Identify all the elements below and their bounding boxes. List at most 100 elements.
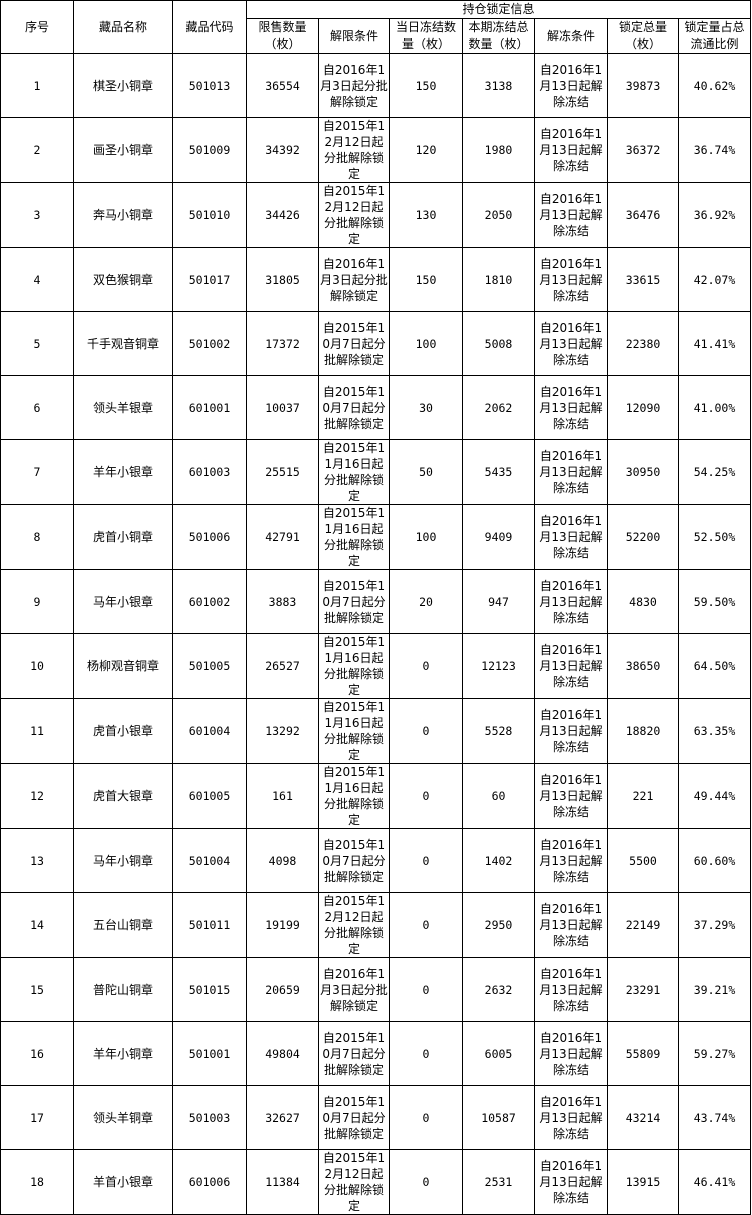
table-row: 9 马年小银章 601002 3883 自2015年10月7日起分批解除锁定 20 947 自… [0,569,752,634]
table-row: 1 棋圣小铜章 501013 36554 自2016年1月3日起分批解除锁定 150 313… [0,53,752,118]
cell-release-condition: 自2015年11月16日起分批解除锁定 [318,504,390,570]
cell-index: 7 [0,439,74,505]
cell-restricted-qty: 11384 [246,1149,319,1215]
cell-release-condition: 自2015年12月12日起分批解除锁定 [318,892,390,958]
cell-locked-total: 43214 [607,1085,679,1150]
cell-locked-ratio: 52.50% [677,504,752,570]
cell-index: 9 [0,569,74,634]
cell-daily-frozen: 0 [389,633,463,699]
header-locked-ratio: 锁定量占总流通比例 [677,18,752,54]
cell-restricted-qty: 31805 [246,247,319,312]
cell-locked-ratio: 64.50% [677,633,752,699]
cell-restricted-qty: 42791 [246,504,319,570]
cell-unfreeze-condition: 自2016年1月13日起解除冻结 [534,1021,608,1086]
cell-index: 4 [0,247,74,312]
cell-unfreeze-condition: 自2016年1月13日起解除冻结 [534,53,608,118]
cell-period-frozen-total: 1810 [462,247,535,312]
cell-index: 3 [0,182,74,248]
cell-restricted-qty: 17372 [246,311,319,376]
cell-period-frozen-total: 2062 [462,375,535,440]
cell-index: 18 [0,1149,74,1215]
cell-locked-total: 55809 [607,1021,679,1086]
cell-locked-total: 4830 [607,569,679,634]
cell-period-frozen-total: 5008 [462,311,535,376]
cell-restricted-qty: 3883 [246,569,319,634]
cell-locked-total: 38650 [607,633,679,699]
cell-daily-frozen: 30 [389,375,463,440]
cell-locked-ratio: 63.35% [677,698,752,764]
cell-unfreeze-condition: 自2016年1月13日起解除冻结 [534,1085,608,1150]
cell-locked-ratio: 39.21% [677,957,752,1022]
cell-locked-ratio: 59.50% [677,569,752,634]
header-release-condition: 解限条件 [318,18,390,54]
cell-restricted-qty: 49804 [246,1021,319,1086]
cell-locked-ratio: 41.00% [677,375,752,440]
cell-unfreeze-condition: 自2016年1月13日起解除冻结 [534,1149,608,1215]
cell-release-condition: 自2015年12月12日起分批解除锁定 [318,182,390,248]
header-restricted-qty: 限售数量（枚） [246,18,319,54]
cell-name: 奔马小铜章 [73,182,173,248]
cell-index: 1 [0,53,74,118]
cell-name: 虎首大银章 [73,763,173,829]
cell-period-frozen-total: 1402 [462,828,535,893]
cell-locked-total: 30950 [607,439,679,505]
cell-name: 虎首小铜章 [73,504,173,570]
cell-name: 虎首小银章 [73,698,173,764]
cell-code: 601006 [172,1149,247,1215]
cell-name: 马年小铜章 [73,828,173,893]
cell-code: 501013 [172,53,247,118]
cell-locked-total: 12090 [607,375,679,440]
cell-restricted-qty: 4098 [246,828,319,893]
cell-index: 16 [0,1021,74,1086]
cell-code: 501009 [172,117,247,183]
cell-index: 17 [0,1085,74,1150]
cell-code: 501001 [172,1021,247,1086]
cell-locked-total: 33615 [607,247,679,312]
cell-period-frozen-total: 1980 [462,117,535,183]
cell-release-condition: 自2016年1月3日起分批解除锁定 [318,957,390,1022]
table-row: 7 羊年小银章 601003 25515 自2015年11月16日起分批解除锁定 50 54… [0,439,752,505]
cell-daily-frozen: 100 [389,311,463,376]
cell-period-frozen-total: 6005 [462,1021,535,1086]
cell-index: 14 [0,892,74,958]
cell-name: 普陀山铜章 [73,957,173,1022]
cell-index: 10 [0,633,74,699]
cell-index: 15 [0,957,74,1022]
table-header: 序号 藏品名称 藏品代码 持仓锁定信息 限售数量（枚） 解限条件 当日冻结数量（… [0,0,752,54]
header-unfreeze-condition: 解冻条件 [534,18,608,54]
cell-code: 601001 [172,375,247,440]
cell-unfreeze-condition: 自2016年1月13日起解除冻结 [534,182,608,248]
cell-locked-ratio: 37.29% [677,892,752,958]
cell-period-frozen-total: 9409 [462,504,535,570]
table-row: 13 马年小铜章 501004 4098 自2015年10月7日起分批解除锁定 0 1402… [0,828,752,893]
cell-period-frozen-total: 2531 [462,1149,535,1215]
cell-index: 5 [0,311,74,376]
cell-daily-frozen: 150 [389,53,463,118]
header-period-frozen-total: 本期冻结总数量（枚） [462,18,535,54]
cell-daily-frozen: 130 [389,182,463,248]
cell-daily-frozen: 150 [389,247,463,312]
cell-unfreeze-condition: 自2016年1月13日起解除冻结 [534,247,608,312]
cell-name: 领头羊铜章 [73,1085,173,1150]
cell-release-condition: 自2015年10月7日起分批解除锁定 [318,311,390,376]
cell-restricted-qty: 34426 [246,182,319,248]
table-row: 18 羊首小银章 601006 11384 自2015年12月12日起分批解除锁定 0 25… [0,1149,752,1215]
cell-index: 12 [0,763,74,829]
cell-daily-frozen: 120 [389,117,463,183]
cell-index: 8 [0,504,74,570]
table-row: 4 双色猴铜章 501017 31805 自2016年1月3日起分批解除锁定 150 181… [0,247,752,312]
cell-release-condition: 自2016年1月3日起分批解除锁定 [318,53,390,118]
cell-unfreeze-condition: 自2016年1月13日起解除冻结 [534,763,608,829]
cell-locked-ratio: 40.62% [677,53,752,118]
cell-index: 11 [0,698,74,764]
cell-name: 双色猴铜章 [73,247,173,312]
header-group: 持仓锁定信息 [245,0,752,19]
cell-period-frozen-total: 5528 [462,698,535,764]
cell-locked-total: 52200 [607,504,679,570]
cell-period-frozen-total: 3138 [462,53,535,118]
cell-name: 千手观音铜章 [73,311,173,376]
cell-daily-frozen: 0 [389,763,463,829]
cell-code: 501017 [172,247,247,312]
cell-release-condition: 自2015年12月12日起分批解除锁定 [318,117,390,183]
